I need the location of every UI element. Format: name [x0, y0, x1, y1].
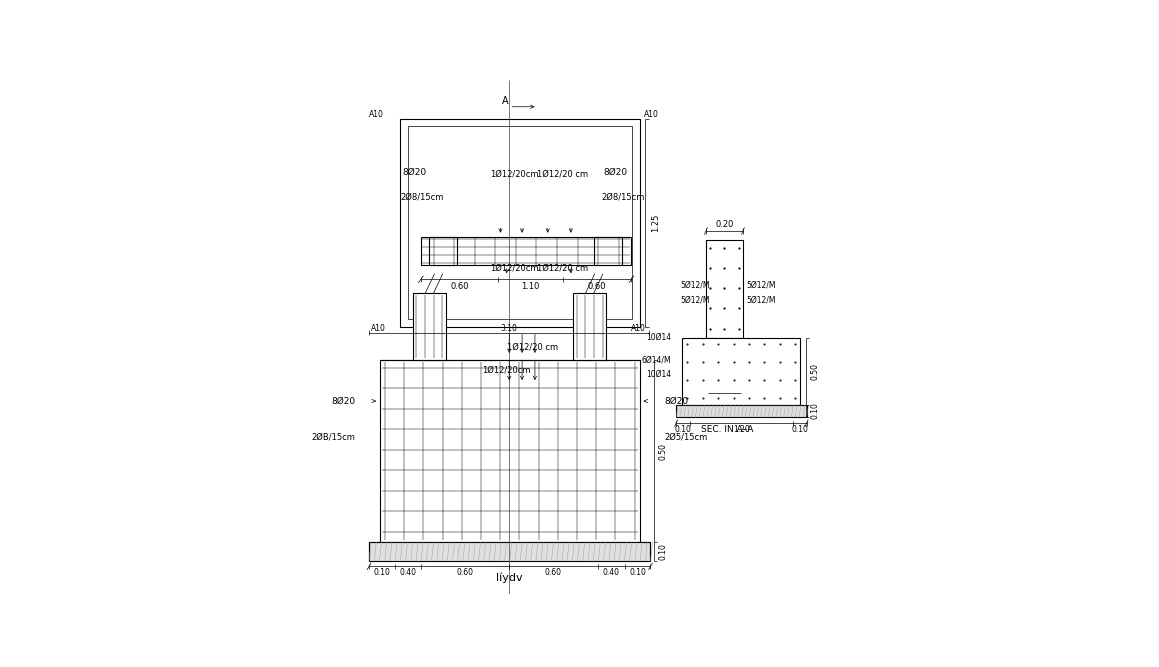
Text: 5Ø12/M: 5Ø12/M	[746, 281, 775, 290]
Text: 0.10: 0.10	[373, 568, 391, 577]
Text: 1Ø12/20cm: 1Ø12/20cm	[490, 263, 539, 272]
Text: SEC. IN A–A: SEC. IN A–A	[701, 425, 753, 434]
Text: 1Ø12/20cm: 1Ø12/20cm	[482, 366, 531, 375]
Text: 5Ø12/M: 5Ø12/M	[680, 295, 709, 304]
Text: 8Ø20: 8Ø20	[603, 168, 627, 177]
Text: 0.60: 0.60	[457, 568, 474, 577]
Text: 1.25: 1.25	[651, 213, 661, 231]
Text: líydv: líydv	[496, 572, 523, 583]
Bar	[683, 338, 801, 405]
Text: 0.10: 0.10	[629, 568, 646, 577]
Bar	[369, 542, 650, 561]
Text: 10Ø14: 10Ø14	[646, 370, 671, 378]
Bar	[414, 293, 445, 360]
Text: 2Ø8/15cm: 2Ø8/15cm	[602, 192, 646, 201]
Text: A10: A10	[369, 111, 384, 119]
Text: 8Ø20: 8Ø20	[331, 397, 356, 406]
Text: 0.20: 0.20	[715, 220, 734, 229]
Text: 6Ø14/M: 6Ø14/M	[641, 356, 671, 364]
Text: A10: A10	[630, 324, 646, 333]
Bar	[676, 405, 807, 418]
Bar	[400, 119, 640, 327]
Text: 0.10: 0.10	[811, 403, 819, 420]
Text: A10: A10	[644, 111, 659, 119]
Text: 0.40: 0.40	[399, 568, 416, 577]
Bar	[706, 240, 743, 338]
Text: 1Ø12/20 cm: 1Ø12/20 cm	[538, 263, 589, 272]
Text: 1.10: 1.10	[522, 282, 539, 291]
Text: 0.50: 0.50	[658, 443, 668, 460]
Text: 0.60: 0.60	[588, 282, 606, 291]
Bar	[408, 126, 632, 319]
Text: 10Ø14: 10Ø14	[646, 332, 671, 342]
Bar	[593, 237, 622, 265]
Text: 1Ø12/20cm: 1Ø12/20cm	[490, 169, 539, 178]
Text: 0.10: 0.10	[792, 426, 808, 434]
Text: 0.10: 0.10	[658, 544, 668, 560]
Text: 5Ø12/M: 5Ø12/M	[746, 295, 775, 304]
Text: 2Ø8/15cm: 2Ø8/15cm	[401, 192, 444, 201]
Bar	[421, 237, 632, 265]
Text: 1Ø12/20 cm: 1Ø12/20 cm	[506, 343, 557, 352]
Text: 1.20: 1.20	[732, 426, 750, 434]
Text: 0.40: 0.40	[603, 568, 620, 577]
Bar	[380, 360, 640, 542]
Text: 2Ø5/15cm: 2Ø5/15cm	[665, 432, 708, 442]
Text: 5Ø12/M: 5Ø12/M	[680, 281, 709, 290]
Bar	[429, 237, 457, 265]
Text: 0.60: 0.60	[545, 568, 562, 577]
Bar	[574, 293, 606, 360]
Text: 0.50: 0.50	[811, 363, 819, 380]
Text: 1Ø12/20 cm: 1Ø12/20 cm	[538, 169, 589, 178]
Text: 8Ø20: 8Ø20	[665, 397, 688, 406]
Text: A: A	[502, 95, 509, 105]
Text: 0.10: 0.10	[675, 426, 691, 434]
Text: 3.10: 3.10	[501, 324, 518, 333]
Text: A10: A10	[371, 324, 386, 333]
Text: 0.60: 0.60	[450, 282, 468, 291]
Text: 8Ø20: 8Ø20	[402, 168, 427, 177]
Text: 2ØB/15cm: 2ØB/15cm	[312, 432, 356, 442]
